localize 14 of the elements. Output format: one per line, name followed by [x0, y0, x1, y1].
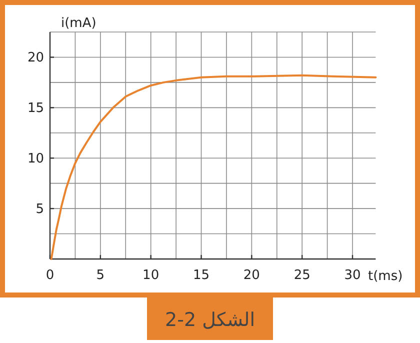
x-tick-label: 0	[46, 268, 54, 283]
x-tick-label: 25	[294, 268, 310, 283]
x-tick-label: 20	[243, 268, 260, 283]
y-tick-label: 10	[27, 152, 44, 167]
x-tick-label: 10	[142, 268, 160, 283]
y-tick-label: 15	[27, 101, 44, 116]
text: الشكل 2-2	[165, 309, 255, 331]
x-tick-label: 15	[192, 268, 210, 283]
y-axis-title: i(mA)	[61, 16, 96, 31]
x-tick-label: 5	[96, 268, 105, 283]
x-tick-label: 30	[344, 268, 361, 283]
x-axis-title: t(ms)	[368, 269, 403, 284]
y-tick-label: 5	[36, 202, 44, 218]
y-tick-label: 20	[27, 50, 44, 66]
